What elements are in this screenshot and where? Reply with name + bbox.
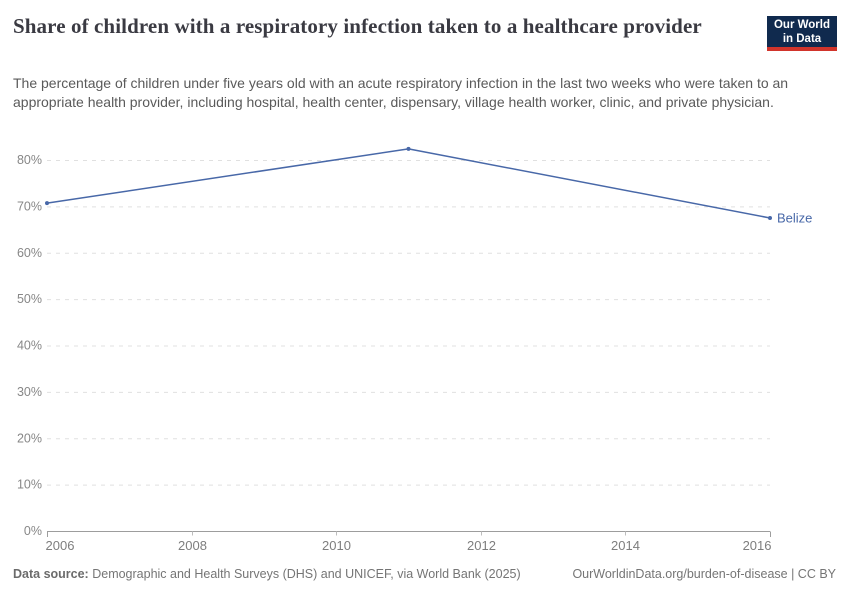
data-line[interactable] [46, 148, 771, 219]
x-tick-label: 2014 [611, 538, 640, 553]
x-tick-label: 2010 [322, 538, 351, 553]
y-tick-label: 40% [17, 339, 42, 353]
y-tick-label: 10% [17, 478, 42, 492]
data-source: Data source: Demographic and Health Surv… [13, 567, 521, 581]
y-tick-label: 60% [17, 246, 42, 260]
x-tick-label: 2016 [743, 538, 772, 553]
y-axis: 0% 10% 20% 30% 40% 50% 60% 70% 80% [17, 153, 770, 538]
y-tick-label: 20% [17, 431, 42, 445]
y-tick-label: 70% [17, 199, 42, 213]
footer-link[interactable]: OurWorldinData.org/burden-of-disease | C… [572, 567, 836, 581]
x-tick-label: 2008 [178, 538, 207, 553]
data-source-label: Data source: [13, 567, 89, 581]
owid-logo-line1: Our World [773, 19, 830, 31]
chart-footer: Data source: Demographic and Health Surv… [13, 567, 836, 581]
data-point[interactable] [45, 201, 49, 206]
y-tick-label: 30% [17, 385, 42, 399]
y-tick-label: 80% [17, 153, 42, 167]
owid-logo[interactable]: Our World in Data [767, 16, 837, 51]
x-tick-label: 2006 [46, 538, 75, 553]
y-tick-label: 50% [17, 292, 42, 306]
data-source-text: Demographic and Health Surveys (DHS) and… [92, 567, 521, 581]
owid-logo-line2: in Data [782, 33, 822, 45]
x-axis: 2006 2008 2010 2012 2014 2016 [46, 531, 772, 553]
y-tick-label: 0% [24, 524, 42, 538]
x-tick-label: 2012 [467, 538, 496, 553]
page-title: Share of children with a respiratory inf… [13, 14, 702, 38]
data-point[interactable] [768, 215, 772, 220]
entity-label[interactable]: Belize [777, 210, 812, 225]
chart-subtitle: The percentage of children under five ye… [13, 75, 789, 110]
data-point[interactable] [406, 146, 411, 151]
